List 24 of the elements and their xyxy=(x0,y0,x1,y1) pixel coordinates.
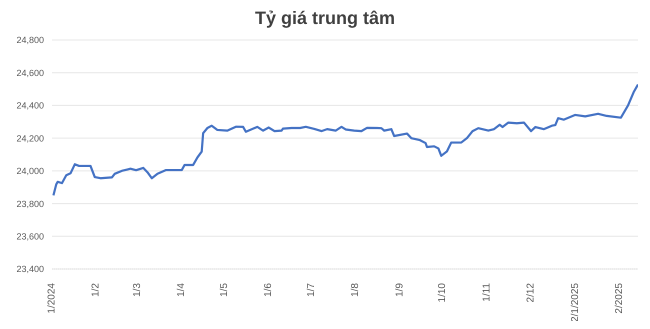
y-tick-label: 24,400 xyxy=(16,100,44,111)
chart-title: Tỷ giá trung tâm xyxy=(254,8,396,30)
y-tick-label: 24,000 xyxy=(16,166,44,176)
x-tick-label: 1/2024 xyxy=(46,282,58,314)
x-tick-label: 1/11 xyxy=(481,282,492,302)
y-tick-label: 23,400 xyxy=(16,264,44,274)
y-tick-label: 24,200 xyxy=(16,133,44,144)
y-tick-label: 24,800 xyxy=(16,35,44,46)
x-tick-label: 1/5 xyxy=(219,282,230,297)
x-tick-label: 2/1/2025 xyxy=(570,282,581,322)
x-tick-label: 1/9 xyxy=(394,282,406,297)
x-tick-label: 1/7 xyxy=(306,282,317,297)
y-tick-label: 23,800 xyxy=(16,198,44,209)
x-tick-label: 1/10 xyxy=(437,282,448,302)
x-tick-label: 1/2 xyxy=(90,282,102,297)
x-tick-label: 1/8 xyxy=(350,282,362,297)
line-series xyxy=(52,83,638,196)
x-tick-label: 1/4 xyxy=(176,282,188,297)
y-tick-label: 23,600 xyxy=(16,231,44,242)
y-tick-label: 24,600 xyxy=(16,68,44,78)
x-tick-label: 1/3 xyxy=(132,282,144,297)
x-tick-label: 2/12 xyxy=(526,282,537,302)
x-tick-label: 1/6 xyxy=(263,282,274,297)
x-tick-label: 2/2025 xyxy=(614,282,625,314)
